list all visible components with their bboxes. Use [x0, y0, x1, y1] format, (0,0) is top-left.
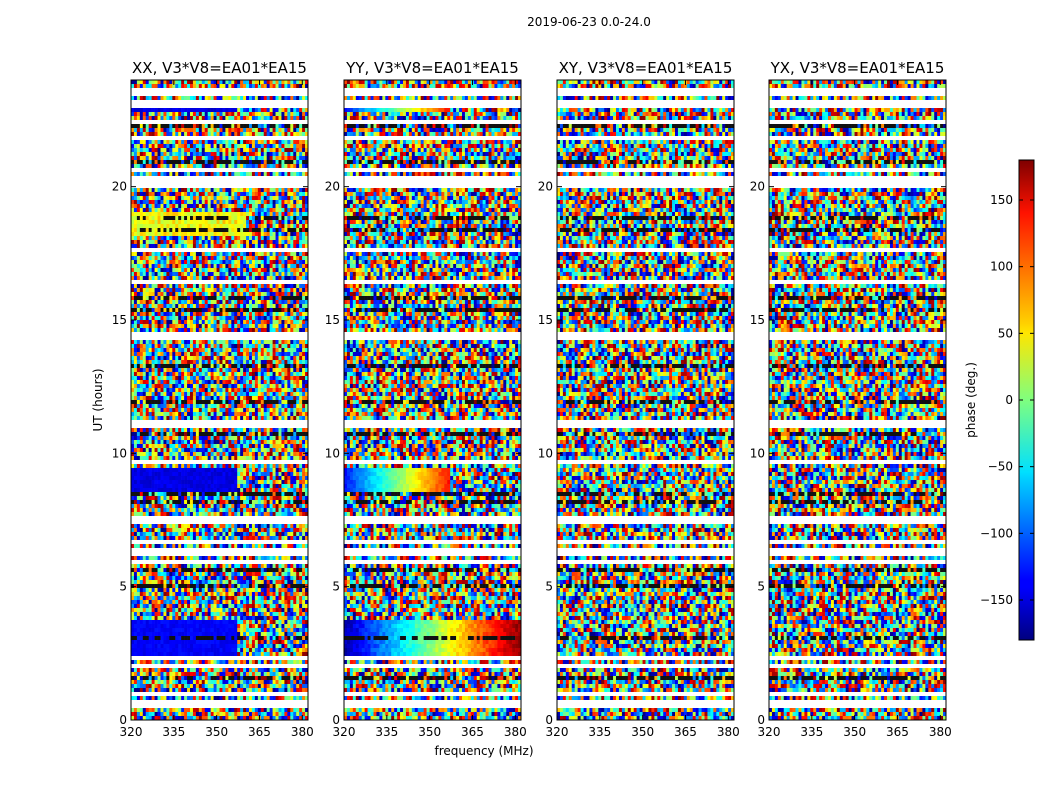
panel-2: XY, V3*V8=EA01*EA15 320 335 350 365 380 0 5 10 15… [538, 59, 740, 739]
heatmap-cells [131, 80, 308, 720]
y-tick-label: 0 [119, 713, 127, 727]
y-tick-label: 20 [750, 180, 765, 194]
y-tick-label: 10 [112, 446, 127, 460]
x-tick-label: 335 [375, 725, 398, 739]
panel-title: YX, V3*V8=EA01*EA15 [770, 59, 945, 77]
x-tick-label: 380 [504, 725, 527, 739]
x-axis-label: frequency (MHz) [434, 744, 533, 758]
colorbar-tick-label: 50 [998, 326, 1013, 340]
y-tick-label: 15 [325, 313, 340, 327]
x-tick-label: 335 [800, 725, 823, 739]
colorbar-tick-label: 150 [990, 193, 1013, 207]
panel-3: YX, V3*V8=EA01*EA15 320 335 350 365 380 0 5 10 15… [750, 59, 952, 739]
x-tick-label: 320 [333, 725, 356, 739]
x-tick-label: 335 [162, 725, 185, 739]
x-tick-label: 365 [674, 725, 697, 739]
colorbar-tick-label: −50 [988, 460, 1013, 474]
x-tick-label: 320 [758, 725, 781, 739]
x-tick-label: 380 [717, 725, 740, 739]
heatmap-cells [344, 80, 521, 720]
y-tick-label: 0 [757, 713, 765, 727]
x-tick-label: 350 [418, 725, 441, 739]
x-tick-label: 350 [631, 725, 654, 739]
y-tick-label: 5 [332, 580, 340, 594]
y-tick-label: 10 [325, 446, 340, 460]
y-tick-label: 0 [545, 713, 553, 727]
heatmap-cells [769, 80, 946, 720]
y-tick-label: 15 [750, 313, 765, 327]
x-tick-label: 365 [248, 725, 271, 739]
y-tick-label: 15 [538, 313, 553, 327]
panel-1: YY, V3*V8=EA01*EA15 320 335 350 365 380 0 5 10 15… [325, 59, 527, 739]
y-tick-label: 20 [325, 180, 340, 194]
x-tick-label: 365 [461, 725, 484, 739]
y-tick-label: 20 [538, 180, 553, 194]
colorbar: 150 100 50 0 −50 −100 −150 phase (deg.) [964, 160, 1034, 640]
x-tick-label: 365 [886, 725, 909, 739]
colorbar-tick-label: 0 [1005, 393, 1013, 407]
x-tick-label: 350 [843, 725, 866, 739]
y-tick-label: 10 [538, 446, 553, 460]
y-tick-label: 20 [112, 180, 127, 194]
colorbar-tick-label: −100 [980, 526, 1013, 540]
colorbar-label: phase (deg.) [964, 362, 978, 438]
panel-title: XY, V3*V8=EA01*EA15 [559, 59, 733, 77]
panels-group: XX, V3*V8=EA01*EA15 320 335 350 365 380 0 5 10 15… [112, 59, 952, 739]
y-axis-label: UT (hours) [91, 368, 105, 431]
colorbar-tick-label: 100 [990, 260, 1013, 274]
y-tick-label: 15 [112, 313, 127, 327]
y-tick-label: 5 [757, 580, 765, 594]
x-tick-label: 350 [205, 725, 228, 739]
y-tick-label: 5 [545, 580, 553, 594]
x-tick-label: 380 [929, 725, 952, 739]
figure-suptitle: 2019-06-23 0.0-24.0 [527, 15, 651, 29]
y-tick-label: 0 [332, 713, 340, 727]
heatmap-cells [557, 80, 734, 720]
x-tick-label: 380 [291, 725, 314, 739]
x-tick-label: 320 [546, 725, 569, 739]
panel-0: XX, V3*V8=EA01*EA15 320 335 350 365 380 0 5 10 15… [112, 59, 314, 739]
panel-title: XX, V3*V8=EA01*EA15 [132, 59, 307, 77]
y-tick-label: 10 [750, 446, 765, 460]
y-tick-label: 5 [119, 580, 127, 594]
x-tick-label: 320 [120, 725, 143, 739]
panel-title: YY, V3*V8=EA01*EA15 [345, 59, 519, 77]
x-tick-label: 335 [588, 725, 611, 739]
colorbar-tick-label: −150 [980, 593, 1013, 607]
